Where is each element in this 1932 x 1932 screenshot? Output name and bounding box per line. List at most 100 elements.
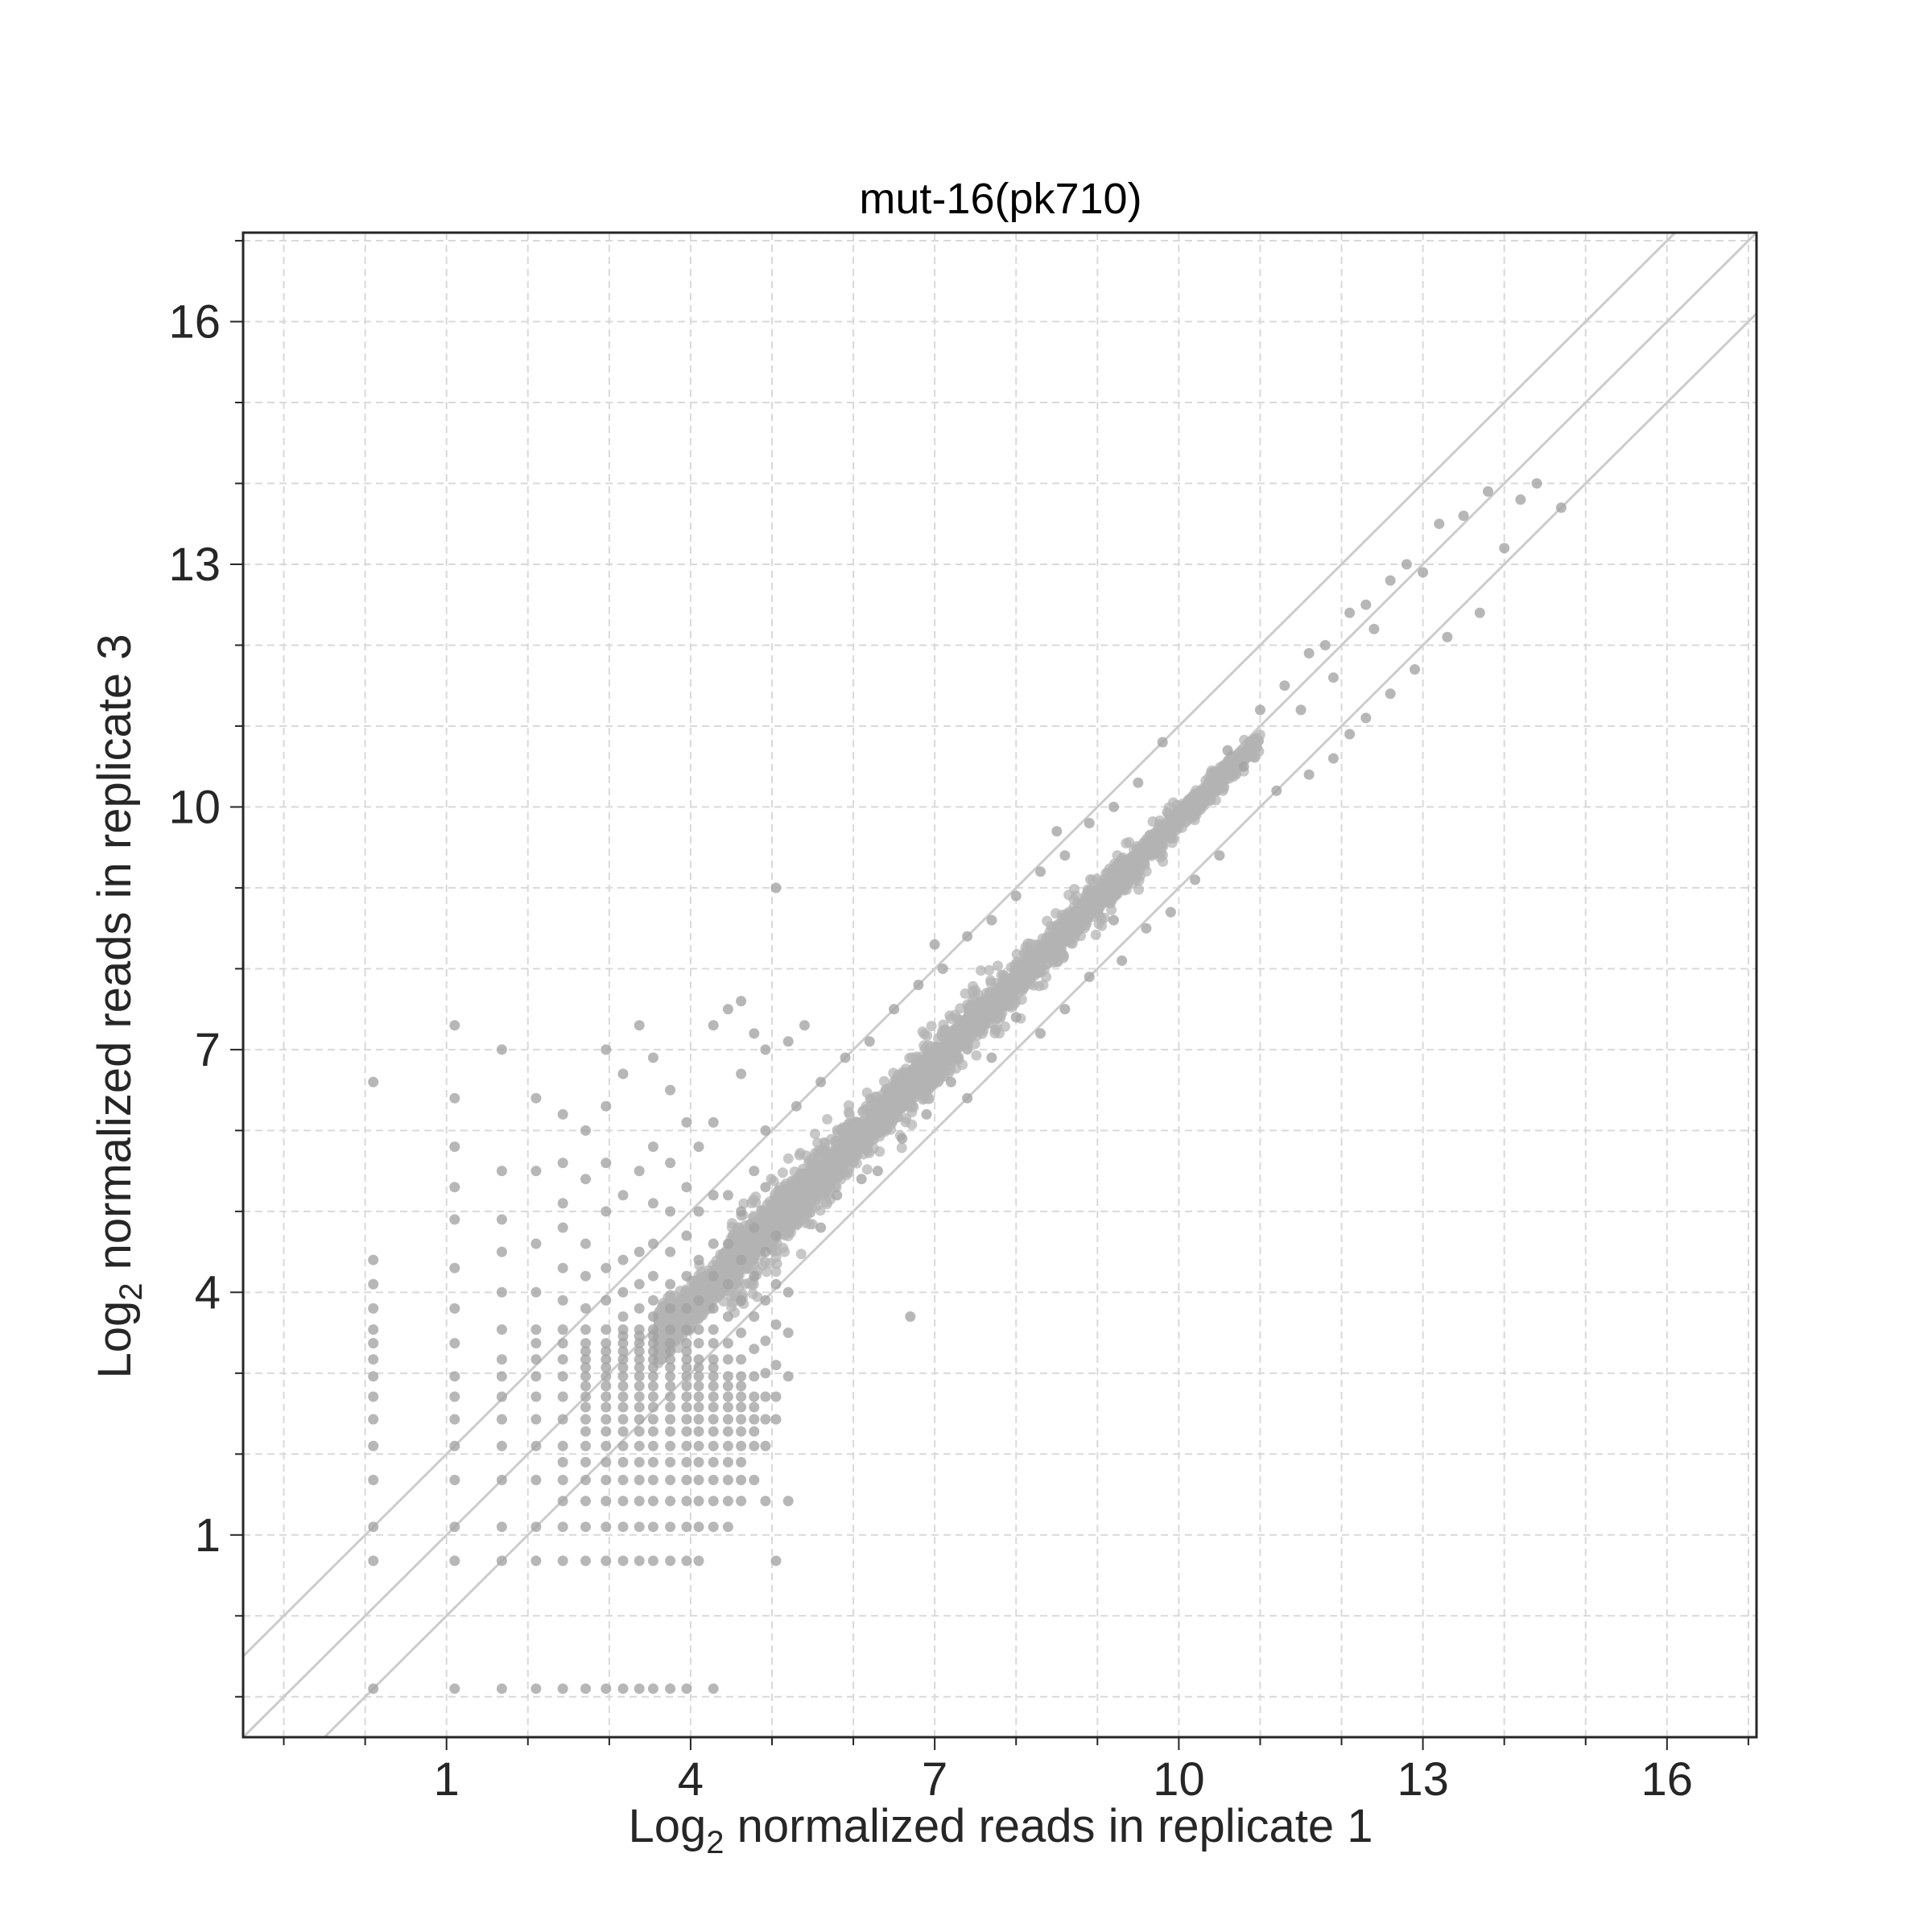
data-point	[665, 1338, 676, 1349]
data-point	[368, 1278, 379, 1290]
data-point	[770, 1414, 782, 1425]
data-point	[1007, 982, 1018, 993]
data-point	[1279, 680, 1290, 691]
data-point	[708, 1381, 719, 1392]
data-point	[1410, 664, 1420, 675]
data-point	[979, 1007, 989, 1018]
data-point	[496, 1246, 507, 1257]
data-point	[368, 1475, 379, 1485]
data-point	[712, 1291, 723, 1302]
data-point	[580, 1475, 591, 1485]
data-point	[634, 1166, 645, 1177]
data-point	[747, 1288, 758, 1299]
data-point	[872, 1166, 883, 1177]
data-point	[1055, 923, 1067, 934]
data-point	[1458, 510, 1469, 522]
data-point	[634, 1440, 645, 1451]
data-point	[693, 1254, 704, 1265]
data-point	[749, 1414, 760, 1425]
data-point	[580, 1402, 591, 1413]
data-point	[1271, 785, 1282, 796]
data-point	[580, 1456, 591, 1468]
data-point	[557, 1222, 568, 1233]
data-point	[708, 1496, 719, 1507]
data-point	[1016, 960, 1027, 971]
data-point	[791, 1100, 802, 1112]
data-point	[368, 1354, 379, 1365]
data-point	[693, 1338, 704, 1349]
data-point	[647, 1198, 658, 1209]
x-tick-label: 13	[1397, 1753, 1449, 1806]
data-point	[665, 1381, 676, 1392]
data-point	[617, 1521, 629, 1533]
data-point	[925, 1082, 936, 1093]
data-point	[693, 1206, 704, 1217]
data-point	[946, 1013, 956, 1024]
data-point	[665, 1302, 676, 1314]
data-point	[1090, 929, 1101, 940]
data-point	[617, 1475, 629, 1485]
data-point	[908, 1101, 919, 1113]
data-point	[634, 1402, 645, 1413]
data-point	[795, 1193, 807, 1204]
data-point	[938, 1019, 949, 1030]
data-point	[617, 1555, 629, 1567]
data-point	[1133, 777, 1144, 788]
data-point	[647, 1521, 658, 1533]
data-point	[580, 1371, 591, 1382]
data-point	[496, 1044, 507, 1055]
data-point	[760, 1182, 771, 1193]
data-point	[665, 1414, 676, 1425]
data-point	[708, 1238, 719, 1249]
data-point	[647, 1496, 658, 1507]
data-point	[557, 1324, 568, 1335]
data-point	[891, 1112, 902, 1123]
data-point	[832, 1126, 844, 1137]
data-point	[634, 1371, 645, 1382]
data-point	[693, 1391, 704, 1402]
data-point	[865, 1105, 877, 1116]
data-point	[693, 1555, 704, 1567]
data-point	[580, 1521, 591, 1533]
data-point	[990, 1024, 1001, 1035]
data-point	[683, 1313, 695, 1323]
data-point	[368, 1414, 379, 1425]
data-point	[617, 1371, 629, 1382]
data-point	[843, 1107, 854, 1117]
data-point	[634, 1496, 645, 1507]
data-point	[634, 1354, 645, 1365]
data-point	[617, 1456, 629, 1468]
data-point	[1010, 1012, 1022, 1023]
data-point	[864, 1036, 875, 1047]
data-point	[634, 1020, 645, 1031]
data-point	[580, 1346, 591, 1357]
data-point	[811, 1199, 823, 1211]
data-point	[1222, 745, 1233, 756]
data-point	[749, 1166, 760, 1177]
data-point	[1090, 904, 1101, 915]
data-point	[894, 1083, 906, 1094]
data-point	[647, 1371, 658, 1382]
data-point	[449, 1214, 460, 1225]
data-point	[647, 1052, 658, 1063]
data-point	[1011, 948, 1022, 960]
data-point	[985, 1014, 996, 1026]
data-point	[722, 1440, 733, 1451]
data-point	[634, 1456, 645, 1468]
data-point	[1217, 772, 1228, 783]
data-point	[1096, 920, 1108, 931]
data-point	[1238, 761, 1249, 772]
data-point	[1401, 559, 1412, 570]
data-point	[617, 1402, 629, 1413]
data-point	[601, 1555, 612, 1567]
data-point	[368, 1254, 379, 1265]
data-point	[760, 1044, 771, 1055]
x-tick-label: 4	[678, 1753, 704, 1806]
data-point	[368, 1324, 379, 1335]
data-point	[530, 1354, 542, 1365]
data-point	[368, 1440, 379, 1451]
axis-ticks: 1 4 7 10 13 16 1 4 7 10 13 16	[168, 240, 1749, 1806]
data-point	[844, 1163, 855, 1174]
data-point	[708, 1270, 719, 1282]
data-point	[749, 1371, 760, 1382]
